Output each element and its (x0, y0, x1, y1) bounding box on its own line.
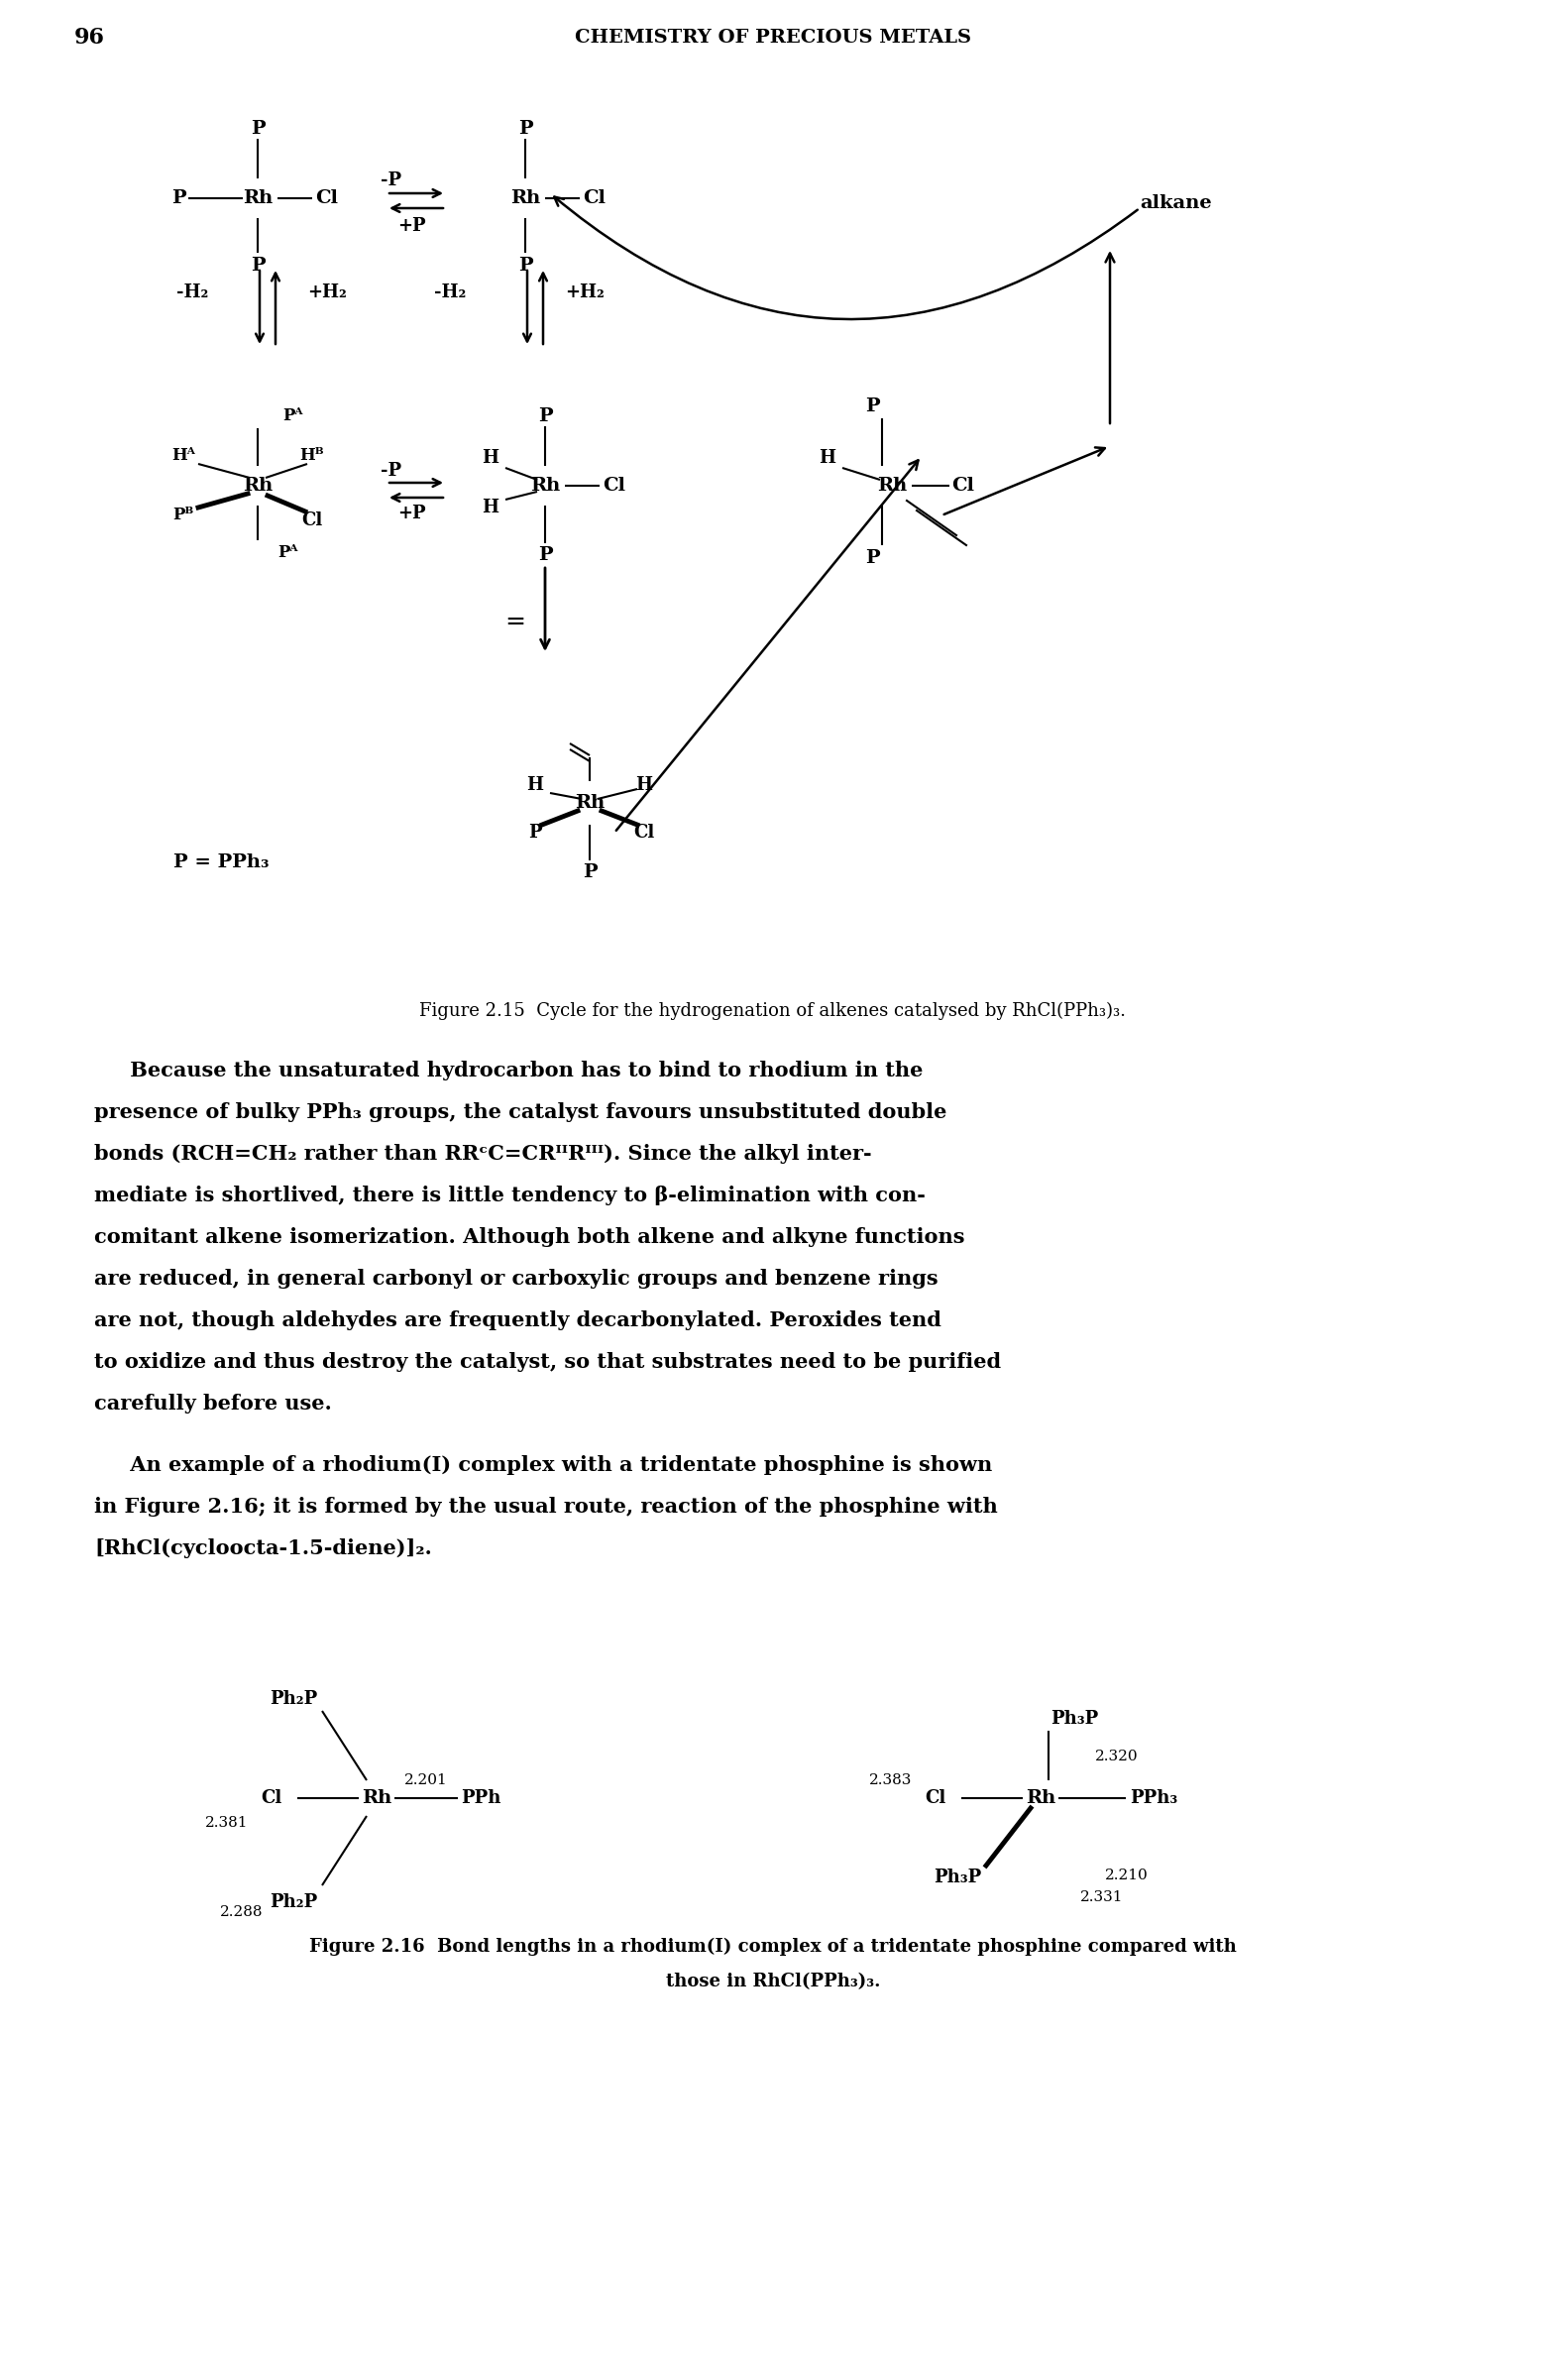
Text: P: P (865, 550, 879, 566)
Text: P: P (582, 864, 597, 881)
Text: H: H (483, 497, 500, 516)
Text: Cl: Cl (316, 190, 339, 207)
Text: Ph₂P: Ph₂P (269, 1894, 317, 1911)
Text: 2.210: 2.210 (1105, 1868, 1148, 1883)
Text: Ph₃P: Ph₃P (933, 1868, 981, 1887)
Text: Rh: Rh (531, 476, 560, 495)
FancyArrowPatch shape (944, 447, 1105, 514)
Text: P: P (518, 257, 532, 274)
Text: Cl: Cl (603, 476, 627, 495)
Text: 2.331: 2.331 (1080, 1890, 1123, 1904)
Text: in Figure 2.16; it is formed by the usual route, reaction of the phosphine with: in Figure 2.16; it is formed by the usua… (94, 1497, 998, 1516)
Text: Rh: Rh (362, 1790, 391, 1806)
Text: Cl: Cl (925, 1790, 947, 1806)
Text: to oxidize and thus destroy the catalyst, so that substrates need to be purified: to oxidize and thus destroy the catalyst… (94, 1352, 1001, 1371)
Text: -P: -P (381, 171, 402, 190)
Text: P: P (251, 119, 265, 138)
Text: Ph₂P: Ph₂P (269, 1690, 317, 1709)
Text: Cl: Cl (261, 1790, 283, 1806)
Text: Pᴮ: Pᴮ (173, 507, 193, 524)
Text: 2.383: 2.383 (869, 1773, 911, 1787)
Text: P: P (538, 545, 552, 564)
Text: +H₂: +H₂ (308, 283, 347, 302)
Text: bonds (RCH=CH₂ rather than RRᶜC=CRᴵᴵRᴵᴵᴵ). Since the alkyl inter-: bonds (RCH=CH₂ rather than RRᶜC=CRᴵᴵRᴵᴵᴵ… (94, 1145, 873, 1164)
Text: alkane: alkane (1140, 195, 1211, 212)
Text: Hᴬ: Hᴬ (172, 447, 195, 464)
Text: P: P (865, 397, 879, 416)
Text: P: P (538, 407, 552, 426)
Text: Figure 2.15  Cycle for the hydrogenation of alkenes catalysed by RhCl(PPh₃)₃.: Figure 2.15 Cycle for the hydrogenation … (419, 1002, 1126, 1021)
Text: are reduced, in general carbonyl or carboxylic groups and benzene rings: are reduced, in general carbonyl or carb… (94, 1269, 937, 1288)
Text: Pᴬ: Pᴬ (277, 545, 299, 562)
Text: comitant alkene isomerization. Although both alkene and alkyne functions: comitant alkene isomerization. Although … (94, 1228, 965, 1247)
Text: Pᴬ: Pᴬ (283, 407, 303, 424)
Text: Rh: Rh (877, 476, 907, 495)
Text: Rh: Rh (574, 795, 605, 812)
Text: P: P (518, 119, 532, 138)
Text: 2.288: 2.288 (220, 1904, 263, 1918)
Text: +H₂: +H₂ (565, 283, 605, 302)
Text: 2.381: 2.381 (204, 1816, 248, 1830)
Text: -H₂: -H₂ (433, 283, 466, 302)
Text: Hᴮ: Hᴮ (300, 447, 325, 464)
Text: H: H (818, 450, 835, 466)
Text: P: P (251, 257, 265, 274)
Text: Rh: Rh (243, 476, 272, 495)
Text: ═: ═ (507, 612, 523, 635)
Text: 2.320: 2.320 (1095, 1749, 1139, 1764)
Text: [RhCl(cycloocta-1.5-diene)]₂.: [RhCl(cycloocta-1.5-diene)]₂. (94, 1537, 432, 1559)
Text: presence of bulky PPh₃ groups, the catalyst favours unsubstituted double: presence of bulky PPh₃ groups, the catal… (94, 1102, 947, 1121)
Text: H: H (483, 450, 500, 466)
Text: 2.201: 2.201 (404, 1773, 447, 1787)
Text: -P: -P (381, 462, 402, 481)
Text: are not, though aldehydes are frequently decarbonylated. Peroxides tend: are not, though aldehydes are frequently… (94, 1311, 942, 1330)
Text: H: H (636, 776, 653, 795)
Text: CHEMISTRY OF PRECIOUS METALS: CHEMISTRY OF PRECIOUS METALS (575, 29, 972, 48)
Text: 96: 96 (74, 26, 105, 48)
Text: An example of a rhodium(I) complex with a tridentate phosphine is shown: An example of a rhodium(I) complex with … (94, 1454, 992, 1476)
Text: Figure 2.16  Bond lengths in a rhodium(I) complex of a tridentate phosphine comp: Figure 2.16 Bond lengths in a rhodium(I)… (309, 1937, 1236, 1956)
Text: +P: +P (398, 217, 425, 236)
Text: Rh: Rh (1026, 1790, 1055, 1806)
Text: Cl: Cl (951, 476, 975, 495)
Text: PPh: PPh (461, 1790, 501, 1806)
Text: those in RhCl(PPh₃)₃.: those in RhCl(PPh₃)₃. (665, 1973, 880, 1990)
Text: H: H (526, 776, 543, 795)
Text: Because the unsaturated hydrocarbon has to bind to rhodium in the: Because the unsaturated hydrocarbon has … (94, 1061, 924, 1081)
Text: mediate is shortlived, there is little tendency to β-elimination with con-: mediate is shortlived, there is little t… (94, 1185, 925, 1204)
Text: Cl: Cl (302, 512, 323, 528)
Text: PPh₃: PPh₃ (1129, 1790, 1177, 1806)
Text: Rh: Rh (243, 190, 272, 207)
Text: +P: +P (398, 505, 425, 521)
FancyArrowPatch shape (554, 198, 1137, 319)
Text: P: P (529, 823, 541, 843)
Text: Cl: Cl (583, 190, 606, 207)
Text: -H₂: -H₂ (176, 283, 209, 302)
Text: Cl: Cl (634, 823, 654, 843)
Text: carefully before use.: carefully before use. (94, 1395, 333, 1414)
FancyArrowPatch shape (1106, 252, 1114, 424)
Text: Ph₃P: Ph₃P (1050, 1709, 1098, 1728)
Text: P = PPh₃: P = PPh₃ (173, 854, 269, 871)
Text: Rh: Rh (511, 190, 540, 207)
Text: P: P (172, 190, 186, 207)
FancyArrowPatch shape (616, 459, 919, 831)
